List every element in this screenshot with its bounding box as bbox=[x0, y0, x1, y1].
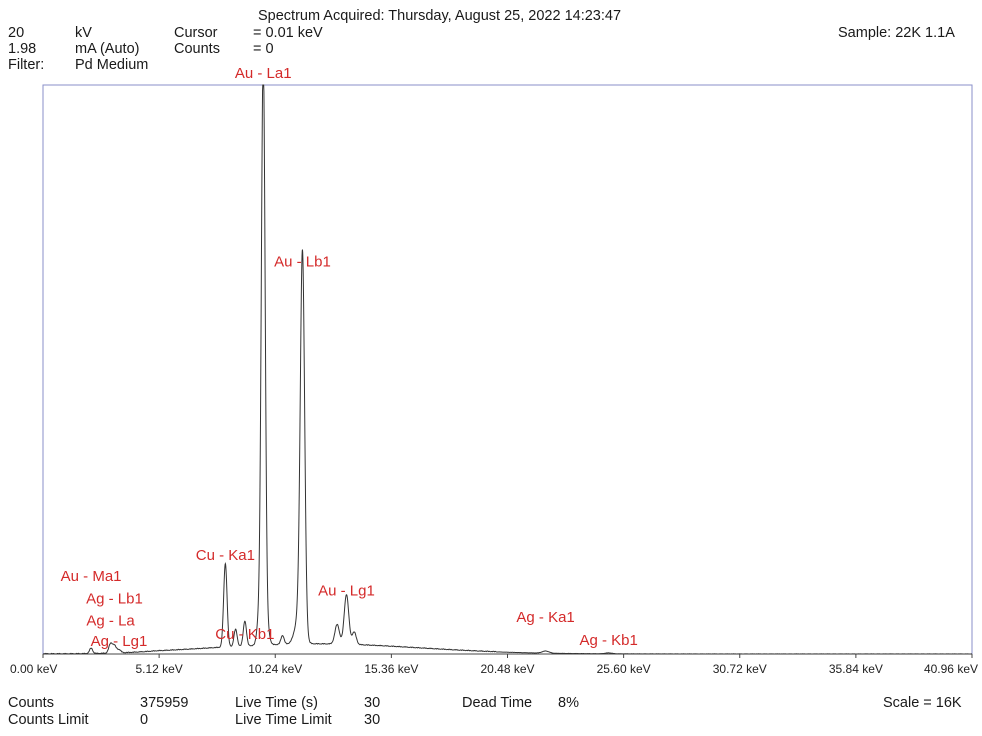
dead-time-value: 8% bbox=[558, 695, 579, 711]
counts-header-label: Counts bbox=[174, 41, 220, 57]
sample-label: Sample: 22K 1.1A bbox=[838, 25, 955, 41]
x-tick-label: 5.12 keV bbox=[135, 662, 182, 676]
x-tick-label: 25.60 keV bbox=[597, 662, 651, 676]
live-time-limit-label: Live Time Limit bbox=[235, 712, 332, 728]
filter-label: Filter: bbox=[8, 57, 45, 73]
peak-label: Au - Lb1 bbox=[274, 253, 331, 270]
spectrum-trace bbox=[42, 84, 973, 655]
counts-limit-label: Counts Limit bbox=[8, 712, 89, 728]
cursor-label: Cursor bbox=[174, 25, 218, 41]
counts-limit-value: 0 bbox=[140, 712, 149, 728]
peak-label: Cu - Ka1 bbox=[196, 547, 255, 564]
x-tick-label: 30.72 keV bbox=[713, 662, 767, 676]
peak-label: Ag - La bbox=[86, 613, 135, 630]
counts-header-value: = 0 bbox=[253, 41, 274, 57]
live-time-label: Live Time (s) bbox=[235, 695, 318, 711]
live-time-value: 30 bbox=[364, 695, 381, 711]
peak-label: Ag - Kb1 bbox=[579, 632, 637, 649]
dead-time-label: Dead Time bbox=[462, 695, 533, 711]
peak-label: Ag - Lg1 bbox=[91, 633, 148, 650]
x-tick-label: 10.24 keV bbox=[248, 662, 302, 676]
cursor-value: = 0.01 keV bbox=[253, 25, 323, 41]
x-tick-label: 40.96 keV bbox=[924, 662, 978, 676]
voltage-unit: kV bbox=[75, 25, 92, 41]
spectrum-title: Spectrum Acquired: Thursday, August 25, … bbox=[258, 8, 622, 24]
x-tick-label: 35.84 keV bbox=[829, 662, 883, 676]
plot-frame bbox=[42, 84, 973, 655]
x-tick-label: 0.00 keV bbox=[10, 662, 57, 676]
peak-label: Ag - Ka1 bbox=[516, 609, 574, 626]
scale-label: Scale = 16K bbox=[883, 695, 962, 711]
filter-value: Pd Medium bbox=[75, 57, 149, 73]
peak-label: Au - La1 bbox=[235, 65, 292, 82]
voltage-value: 20 bbox=[8, 25, 25, 41]
peak-label: Ag - Lb1 bbox=[86, 591, 143, 608]
peak-label: Cu - Kb1 bbox=[215, 626, 274, 643]
current-value: 1.98 bbox=[8, 41, 37, 57]
peak-label: Au - Lg1 bbox=[318, 582, 375, 599]
current-unit: mA (Auto) bbox=[75, 41, 140, 57]
peak-label: Au - Ma1 bbox=[61, 568, 122, 585]
counts-label: Counts bbox=[8, 695, 54, 711]
live-time-limit-value: 30 bbox=[364, 712, 381, 728]
counts-value: 375959 bbox=[140, 695, 189, 711]
x-tick-label: 15.36 keV bbox=[364, 662, 418, 676]
x-tick-label: 20.48 keV bbox=[480, 662, 534, 676]
